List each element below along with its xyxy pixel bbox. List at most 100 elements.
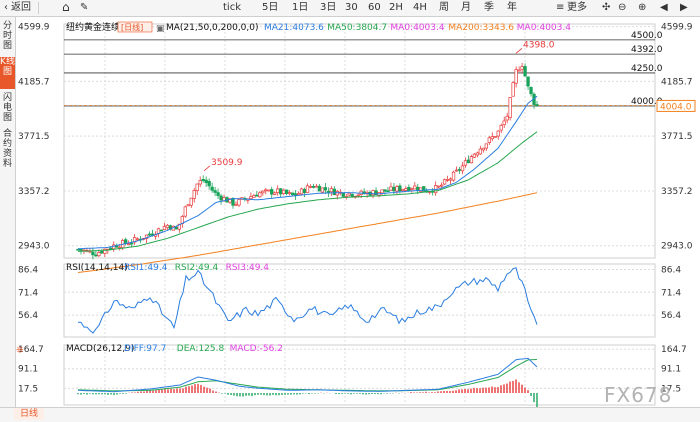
candle-body <box>481 147 486 151</box>
candle <box>311 183 316 189</box>
candle <box>308 184 313 189</box>
back-icon[interactable]: ‹ <box>4 2 8 13</box>
sidebar-item-intraday[interactable]: 分时图 <box>2 21 12 51</box>
macd-legend-item: DEA:125.8 <box>177 344 225 354</box>
zoom-in-icon[interactable]: ⊕ <box>638 2 647 13</box>
candle-body <box>228 198 232 203</box>
arrow-right-icon[interactable]: ▶ <box>680 2 688 13</box>
zoom-out-icon[interactable]: ⊖ <box>618 2 627 13</box>
candle-body <box>392 186 396 192</box>
rsi-panel[interactable] <box>77 267 538 334</box>
candle <box>490 132 494 142</box>
rsi-frame <box>63 263 656 338</box>
candle-body <box>410 188 414 190</box>
macd-frame <box>63 344 656 406</box>
candle-body <box>535 104 539 106</box>
macd-legend-item: MACD:-56.2 <box>230 344 283 354</box>
candle-body <box>97 252 101 257</box>
candle <box>216 188 220 199</box>
period-60[interactable]: 60 <box>368 2 381 13</box>
candle <box>186 204 190 207</box>
period-quarter[interactable]: 季 <box>484 2 494 13</box>
candle-body <box>454 169 459 172</box>
candle-body <box>132 237 137 243</box>
candle-body <box>91 251 95 256</box>
candle <box>270 186 274 199</box>
candle <box>144 234 149 244</box>
candle <box>258 191 262 198</box>
candle-body <box>213 190 217 193</box>
price-y-tick-right: 4599.9 <box>661 23 693 33</box>
candle <box>213 187 217 197</box>
period-1d[interactable]: 1日 <box>292 2 309 13</box>
level-label: 4392.0 <box>631 45 663 55</box>
candle-body <box>520 66 524 70</box>
price-frame <box>63 23 656 259</box>
candle <box>404 186 408 192</box>
candle-body <box>174 226 179 230</box>
period-30[interactable]: 30 <box>345 2 358 13</box>
home-icon[interactable]: ⌂ <box>62 0 70 14</box>
candle-body <box>219 195 223 201</box>
candle <box>76 248 80 251</box>
candle-body <box>305 185 310 193</box>
candle <box>469 154 474 164</box>
annotation-leader <box>203 165 211 172</box>
candle <box>517 66 521 72</box>
period-month[interactable]: 月 <box>461 2 471 13</box>
period-3d[interactable]: 3日 <box>320 2 337 13</box>
period-2h[interactable]: 2H <box>389 2 403 13</box>
candle-body <box>76 248 80 251</box>
candle-body <box>371 190 375 196</box>
rsi-legend-item: RSI3:49.4 <box>226 263 270 273</box>
sidebar-item-contract[interactable]: 合约资料 <box>2 129 12 169</box>
candle-body <box>466 159 471 164</box>
more-button[interactable]: 更多 <box>567 2 587 13</box>
period-5d[interactable]: 5日 <box>262 2 279 13</box>
price-y-tick-right: 3357.2 <box>661 187 693 197</box>
candle <box>383 189 387 195</box>
candle <box>460 162 465 175</box>
crosshair-icon[interactable]: ✣ <box>602 2 611 13</box>
period-week[interactable]: 周 <box>439 2 449 13</box>
candle-body <box>127 243 131 246</box>
candle <box>436 185 441 189</box>
candle <box>511 81 515 97</box>
period-year[interactable]: 年 <box>507 2 517 13</box>
candle <box>282 188 286 196</box>
period-4h[interactable]: 4H <box>413 2 427 13</box>
drawing-icon[interactable]: ✎ <box>80 2 89 13</box>
candle-body <box>493 136 497 138</box>
candle <box>472 152 477 159</box>
price-y-tick-left: 3771.5 <box>18 132 50 142</box>
candle-body <box>124 239 128 244</box>
toolbar-divider <box>38 2 39 14</box>
level-label: 4500.0 <box>631 31 663 41</box>
candle <box>535 100 539 107</box>
menu-icon[interactable]: ≡ <box>556 2 565 13</box>
candle-body <box>210 186 214 191</box>
candle-body <box>445 179 450 181</box>
sidebar-item-flash[interactable]: 闪电图 <box>2 93 12 123</box>
arrow-left-icon[interactable]: ◀ <box>660 2 668 13</box>
candle <box>514 66 518 88</box>
candle <box>445 175 450 182</box>
candle <box>323 183 328 195</box>
macd-panel[interactable] <box>77 357 538 408</box>
candle-body <box>201 179 205 181</box>
sidebar-item-kline[interactable]: K线图 <box>0 57 15 89</box>
back-button[interactable]: 返回 <box>11 2 31 13</box>
candle <box>475 151 480 158</box>
period-tag[interactable]: 日线 <box>14 408 45 420</box>
candle-body <box>499 124 503 131</box>
tick-button[interactable]: tick <box>223 2 241 13</box>
rsi-y-tick-left: 71.4 <box>18 288 38 298</box>
rsi-y-tick-left: 56.4 <box>18 311 38 321</box>
price-y-tick-right: 4185.7 <box>661 77 693 87</box>
candle <box>505 112 509 124</box>
candle-body <box>416 186 420 191</box>
candle <box>523 63 527 77</box>
candle-body <box>505 115 509 121</box>
candle-body <box>261 190 265 194</box>
